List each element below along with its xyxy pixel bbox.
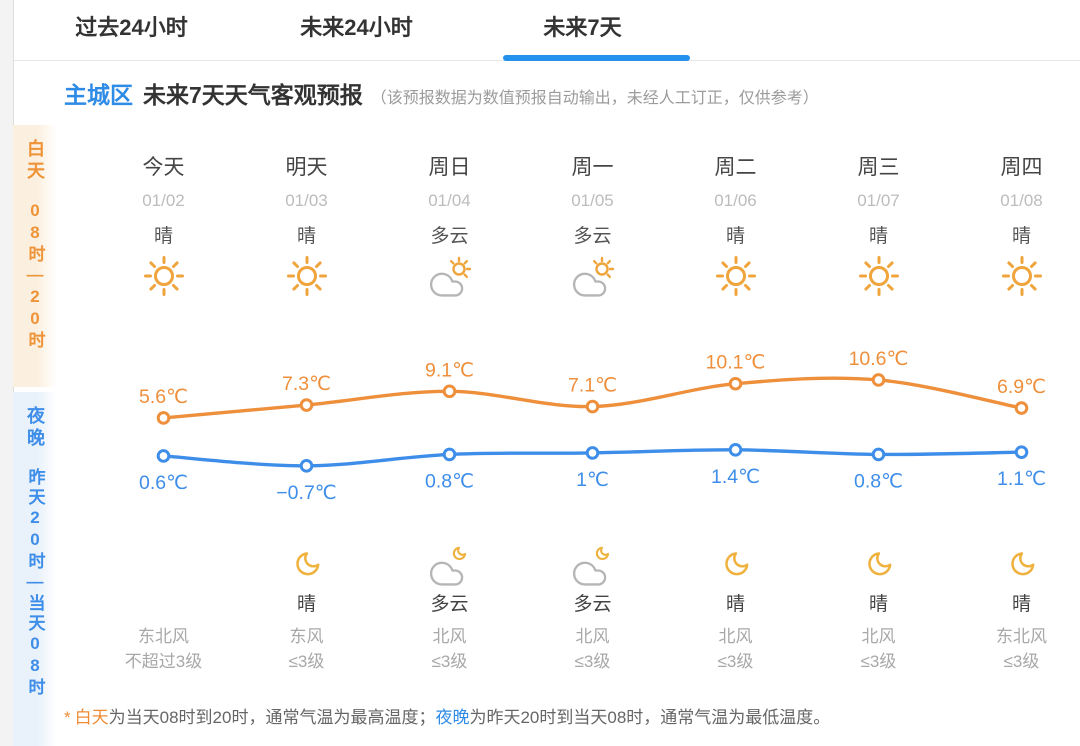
day-weather-label: 晴 bbox=[868, 226, 888, 247]
forecast-column: 周四 01/08 晴 晴 东北风 ≤3级 bbox=[950, 148, 1080, 676]
forecast-column: 周三 01/07 晴 晴 北风 ≤3级 bbox=[807, 148, 950, 676]
wind-direction: 北风 bbox=[718, 627, 753, 646]
page-header: 主城区 未来7天天气客观预报 （该预报数据为数值预报自动输出，未经人工订正，仅供… bbox=[64, 76, 819, 110]
day-name: 周二 bbox=[714, 156, 757, 179]
region-selector[interactable]: 主城区 bbox=[64, 82, 133, 108]
day-weather-icon bbox=[426, 254, 474, 298]
day-date: 01/02 bbox=[142, 191, 185, 210]
forecast-column: 今天 01/02 晴 东北风 不超过3级 bbox=[92, 148, 235, 676]
sun-icon bbox=[143, 256, 184, 296]
day-name: 明天 bbox=[285, 156, 328, 179]
moon-icon bbox=[867, 552, 891, 576]
footnote-night-term: 夜晚 bbox=[435, 708, 470, 727]
wind-direction: 东北风 bbox=[996, 627, 1047, 646]
sun-icon bbox=[1001, 256, 1042, 296]
day-weather-icon bbox=[141, 254, 187, 298]
wind-level: ≤3级 bbox=[288, 652, 325, 671]
cloud-moon-icon bbox=[429, 546, 466, 586]
sun-icon bbox=[715, 256, 756, 296]
night-weather-icon bbox=[1002, 544, 1042, 590]
forecast-column: 明天 01/03 晴 晴 东风 ≤3级 bbox=[235, 148, 378, 676]
moon-icon bbox=[1010, 552, 1034, 576]
footnote: * 白天为当天08时到20时，通常气温为最高温度；夜晚为昨天20时到当天08时，通… bbox=[64, 703, 830, 728]
daytime-hours: 08时—20时 bbox=[25, 201, 45, 351]
day-weather-icon bbox=[999, 254, 1045, 298]
day-weather-icon bbox=[284, 254, 330, 298]
footnote-day-text: 为当天08时到20时，通常气温为最高温度； bbox=[108, 708, 436, 727]
day-weather-label: 晴 bbox=[296, 226, 316, 247]
footnote-night-text: 为昨天20时到当天08时，通常气温为最低温度。 bbox=[469, 708, 831, 727]
day-weather-icon bbox=[856, 254, 902, 298]
page-left-strip bbox=[0, 0, 14, 746]
night-weather-label: 晴 bbox=[296, 594, 316, 615]
day-weather-label: 晴 bbox=[725, 226, 745, 247]
night-weather-icon bbox=[569, 544, 617, 590]
day-date: 01/03 bbox=[285, 191, 328, 210]
day-date: 01/08 bbox=[1000, 191, 1043, 210]
wind-direction: 东北风 bbox=[138, 627, 189, 646]
cloud-sun-icon bbox=[429, 256, 471, 297]
moon-icon bbox=[724, 552, 748, 576]
forecast-column: 周二 01/06 晴 晴 北风 ≤3级 bbox=[664, 148, 807, 676]
forecast-column: 周日 01/04 多云 多云 北风 ≤3级 bbox=[378, 148, 521, 676]
day-name: 今天 bbox=[142, 156, 185, 179]
day-weather-label: 多云 bbox=[430, 226, 469, 247]
wind-level: ≤3级 bbox=[717, 652, 754, 671]
day-weather-label: 晴 bbox=[153, 226, 173, 247]
day-date: 01/07 bbox=[857, 191, 900, 210]
day-weather-icon bbox=[713, 254, 759, 298]
night-hours: 昨天20时—当天08时 bbox=[25, 468, 45, 698]
day-weather-icon bbox=[569, 254, 617, 298]
night-weather-label: 晴 bbox=[1011, 594, 1031, 615]
cloud-moon-icon bbox=[572, 546, 609, 586]
day-date: 01/06 bbox=[714, 191, 757, 210]
night-weather-icon bbox=[426, 544, 474, 590]
day-name: 周三 bbox=[857, 156, 900, 179]
night-side-label: 夜晚 昨天20时—当天08时 bbox=[13, 392, 57, 746]
forecast-grid: 今天 01/02 晴 东北风 不超过3级 明天 01/03 晴 晴 东风 ≤3级… bbox=[92, 148, 1080, 676]
wind-level: ≤3级 bbox=[860, 652, 897, 671]
night-weather-label: 多云 bbox=[430, 594, 469, 615]
wind-level: ≤3级 bbox=[574, 652, 611, 671]
day-weather-label: 晴 bbox=[1011, 226, 1031, 247]
night-weather-label: 晴 bbox=[868, 594, 888, 615]
forecast-column: 周一 01/05 多云 多云 北风 ≤3级 bbox=[521, 148, 664, 676]
footnote-day-term: 白天 bbox=[74, 708, 109, 727]
active-tab-underline bbox=[503, 55, 690, 61]
day-date: 01/04 bbox=[428, 191, 471, 210]
tab-bar: 过去24小时 未来24小时 未来7天 bbox=[14, 0, 1080, 61]
day-date: 01/05 bbox=[571, 191, 614, 210]
daytime-side-label: 白天 08时—20时 bbox=[13, 125, 57, 387]
sun-icon bbox=[858, 256, 899, 296]
wind-direction: 北风 bbox=[575, 627, 610, 646]
wind-direction: 东风 bbox=[289, 627, 324, 646]
night-label: 夜晚 bbox=[25, 406, 45, 450]
sun-icon bbox=[286, 256, 327, 296]
tab-past-24h[interactable]: 过去24小时 bbox=[75, 15, 188, 40]
daytime-label: 白天 bbox=[25, 139, 45, 183]
day-name: 周日 bbox=[428, 156, 471, 179]
wind-direction: 北风 bbox=[432, 627, 467, 646]
tab-next-24h[interactable]: 未来24小时 bbox=[300, 15, 413, 40]
wind-level: ≤3级 bbox=[431, 652, 468, 671]
day-name: 周四 bbox=[1000, 156, 1043, 179]
day-name: 周一 bbox=[571, 156, 614, 179]
wind-level: 不超过3级 bbox=[124, 652, 203, 671]
wind-direction: 北风 bbox=[861, 627, 896, 646]
forecast-disclaimer: （该预报数据为数值预报自动输出，未经人工订正，仅供参考） bbox=[370, 90, 819, 107]
tab-next-7days[interactable]: 未来7天 bbox=[543, 15, 622, 40]
footnote-asterisk: * bbox=[64, 708, 71, 727]
night-weather-icon bbox=[859, 544, 899, 590]
wind-level: ≤3级 bbox=[1003, 652, 1040, 671]
night-weather-label: 晴 bbox=[725, 594, 745, 615]
day-weather-label: 多云 bbox=[573, 226, 612, 247]
night-weather-icon bbox=[716, 544, 756, 590]
moon-icon bbox=[295, 552, 319, 576]
cloud-sun-icon bbox=[572, 256, 614, 297]
page-title: 未来7天天气客观预报 bbox=[143, 82, 363, 108]
night-weather-icon bbox=[287, 544, 327, 590]
night-weather-label: 多云 bbox=[573, 594, 612, 615]
